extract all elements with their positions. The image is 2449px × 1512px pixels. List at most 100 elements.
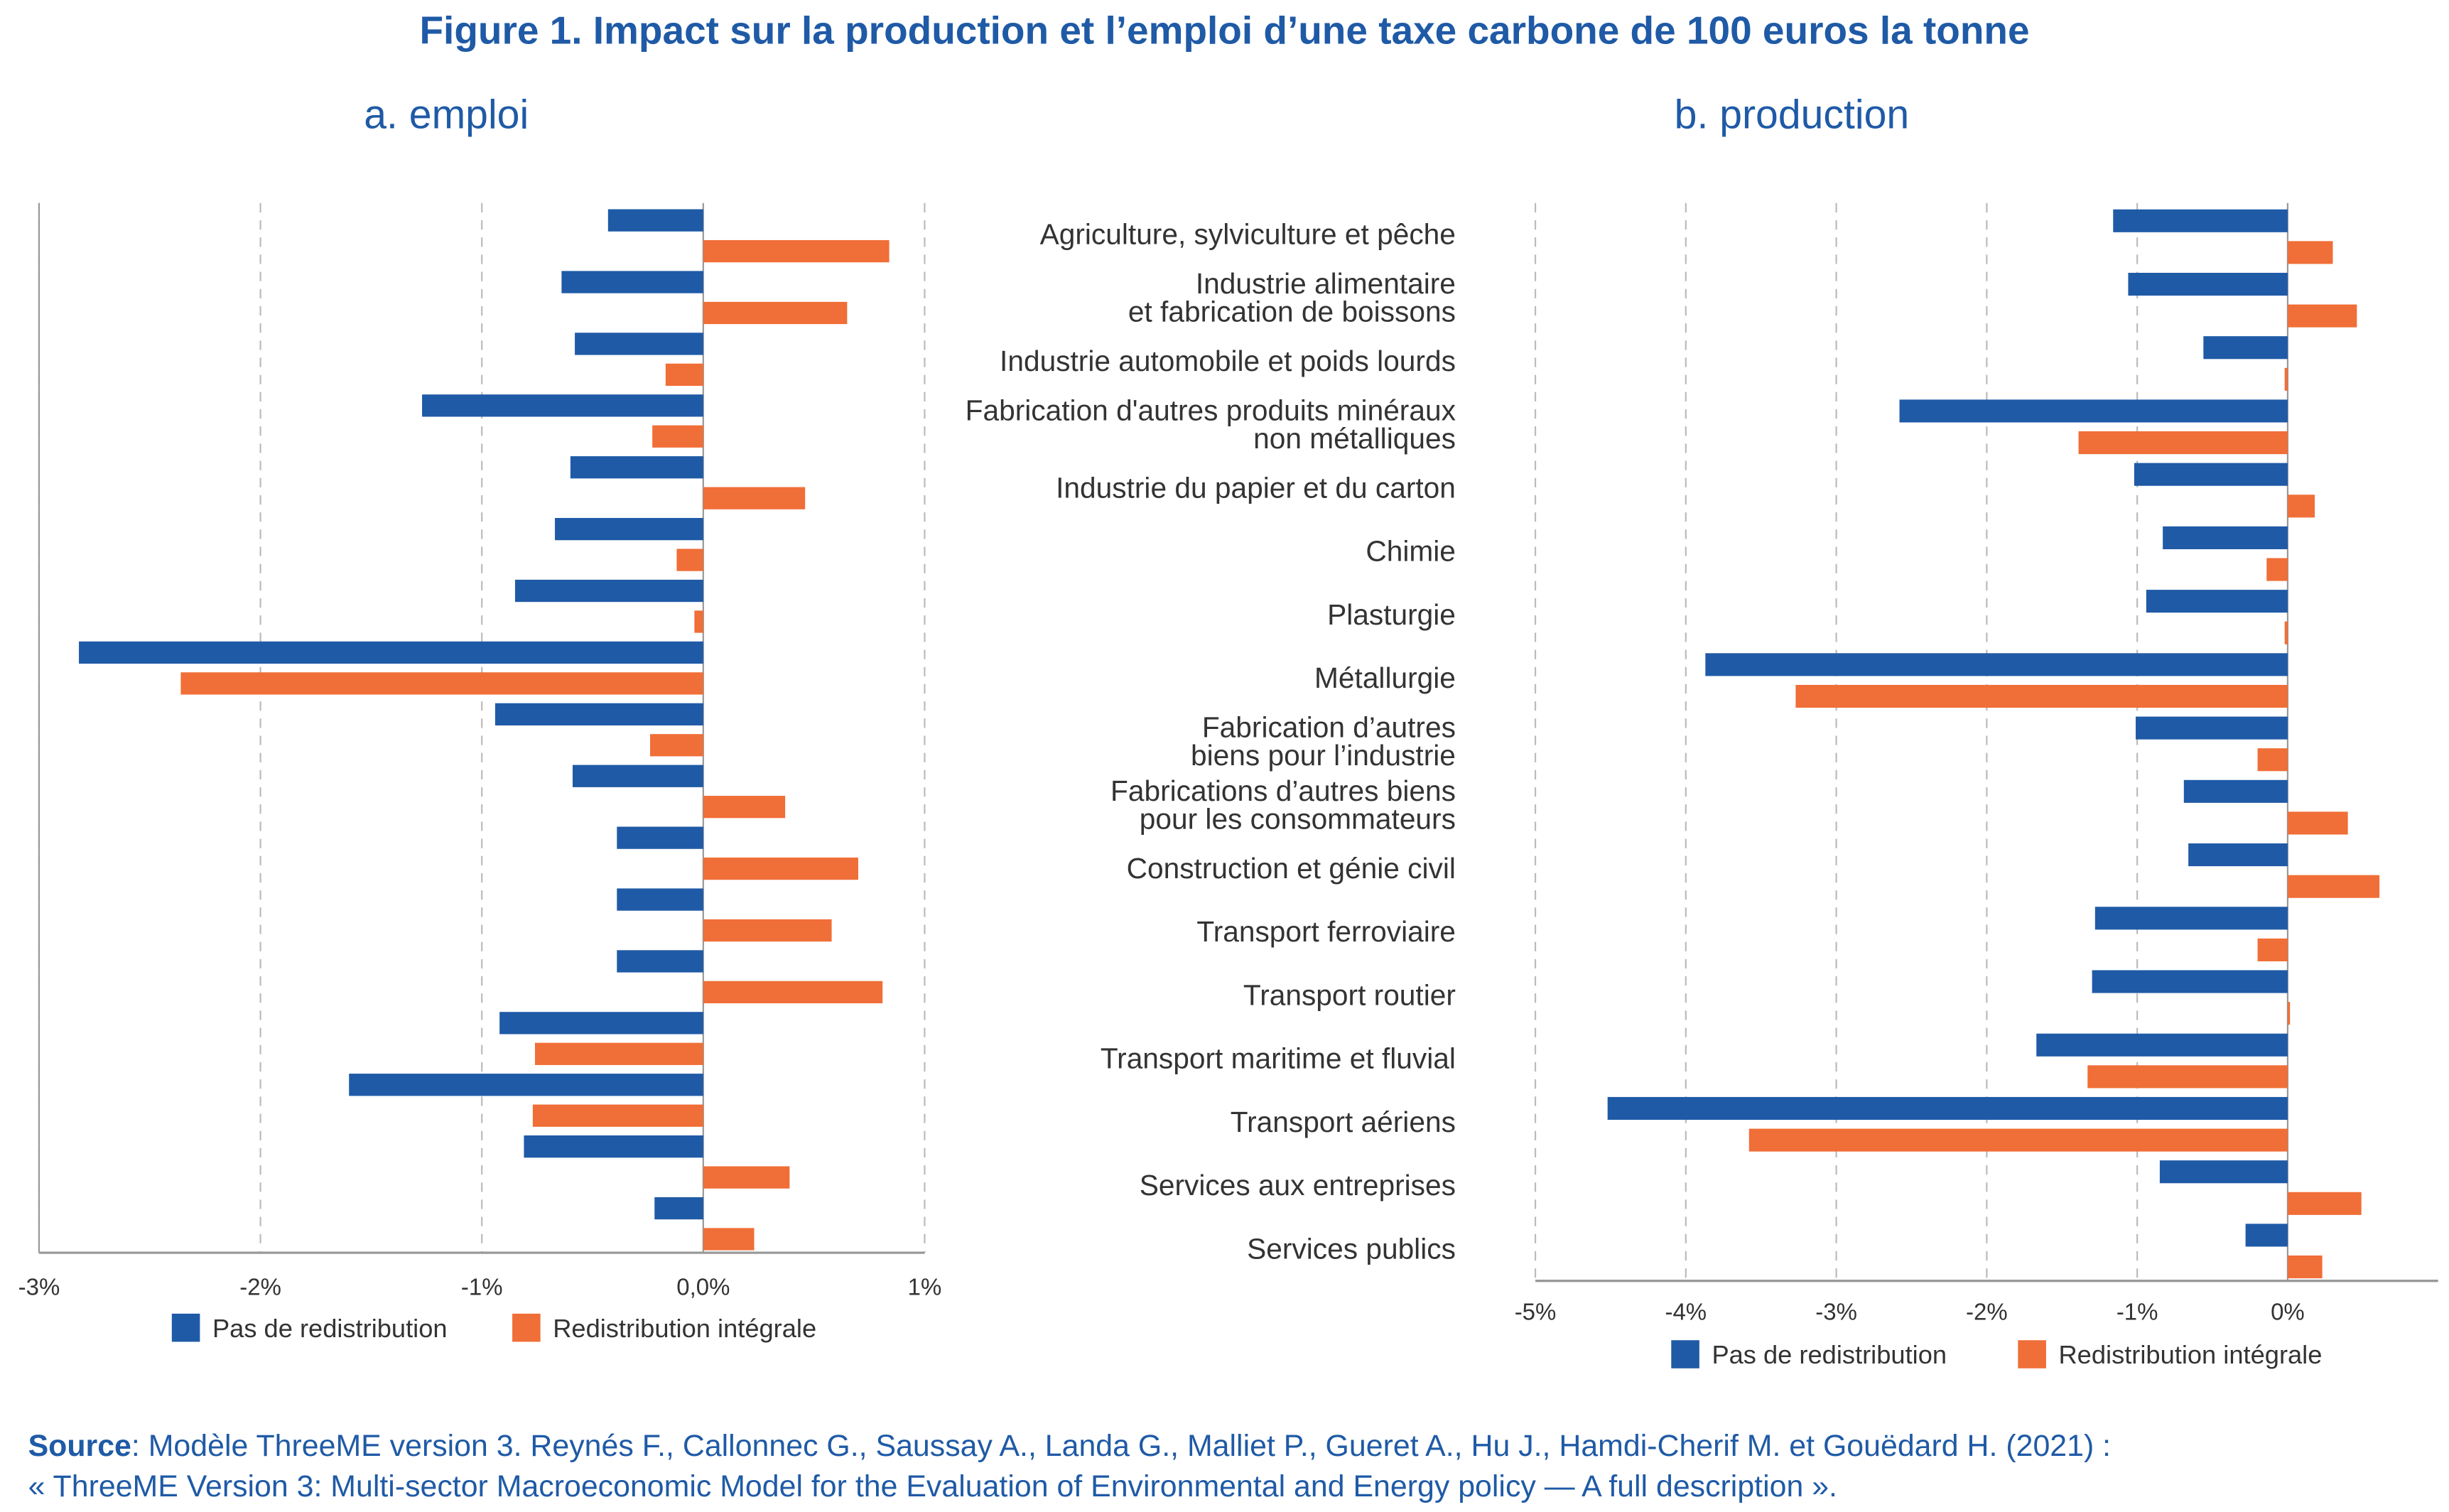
emploi-subtitle: a. emploi [364,90,529,138]
production-bar-redistribution [2287,1192,2362,1215]
emploi-legend-swatch [512,1313,541,1342]
emploi-bar-redistribution [676,549,703,571]
production-bar-redistribution [2287,1255,2323,1279]
production-bar-pas-redistribution [2188,843,2288,867]
emploi-bar-pas-redistribution [561,271,703,293]
emploi-bar-pas-redistribution [570,456,703,479]
emploi-bar-redistribution [703,487,806,509]
emploi-bar-redistribution [703,981,883,1004]
emploi-bar-redistribution [703,1166,790,1189]
production-bar-pas-redistribution [2036,1033,2288,1057]
production-bar-pas-redistribution [2183,779,2288,803]
production-tick-label: -5% [1515,1299,1557,1325]
production-bar-pas-redistribution [2094,907,2288,930]
production-bar-pas-redistribution [2163,526,2288,549]
production-bar-pas-redistribution [1607,1096,2288,1120]
emploi-tick-label: 1% [908,1273,942,1300]
emploi-bar-pas-redistribution [617,888,703,911]
emploi-bar-pas-redistribution [514,579,703,603]
production-legend-swatch [2018,1340,2046,1368]
emploi-tick-label: -1% [461,1273,503,1300]
emploi-legend-swatch [171,1313,200,1342]
production-bar-pas-redistribution [2113,209,2288,232]
category-label: Industrie automobile et poids lourds [1000,345,1456,377]
production-bar-redistribution [2257,748,2288,772]
emploi-legend-label: Redistribution intégrale [553,1314,816,1343]
production-bar-redistribution [2266,558,2288,581]
category-label: Métallurgie [1314,662,1456,694]
production-bar-pas-redistribution [1899,399,2288,423]
production-bar-pas-redistribution [2136,716,2288,740]
emploi-bar-redistribution [703,239,890,263]
emploi-bar-pas-redistribution [572,765,703,787]
category-label: Agriculture, sylviculture et pêche [1040,218,1456,251]
production-bar-redistribution [2287,875,2380,898]
emploi-bar-pas-redistribution [524,1135,703,1158]
emploi-bar-redistribution [703,301,848,325]
emploi-bar-pas-redistribution [607,209,703,232]
source-label: Source [28,1429,131,1464]
production-legend-label: Pas de redistribution [1712,1340,1947,1369]
emploi-bar-pas-redistribution [617,950,703,973]
category-label: Transport aériens [1231,1106,1456,1138]
category-label: Transport ferroviaire [1196,915,1456,948]
emploi-tick-label: -2% [239,1273,281,1300]
emploi-legend-label: Pas de redistribution [212,1314,448,1343]
production-bar-pas-redistribution [2092,970,2288,993]
source-note: Source: Modèle ThreeME version 3. Reynés… [28,1426,2111,1507]
production-bar-redistribution [1748,1128,2288,1152]
figure-title: Figure 1. Impact sur la production et l’… [419,9,2030,53]
production-bar-redistribution [2287,1002,2291,1025]
category-label: Fabrication d’autres biens pour l’industr… [1191,711,1456,772]
emploi-bar-redistribution [665,363,703,387]
category-label: Fabrications d’autres biens pour les cons… [1110,774,1456,836]
emploi-bar-redistribution [532,1104,703,1127]
production-bar-pas-redistribution [2128,272,2288,296]
production-bar-redistribution [2087,1065,2288,1089]
emploi-bar-pas-redistribution [575,333,703,355]
production-bar-pas-redistribution [2146,590,2288,613]
source-line-2: « ThreeME Version 3: Multi-sector Macroe… [28,1469,1837,1505]
production-bar-redistribution [2287,811,2348,835]
emploi-tick-label: 0,0% [676,1273,730,1300]
emploi-tick-label: -3% [18,1273,60,1300]
production-bar-pas-redistribution [1705,653,2288,676]
emploi-bar-pas-redistribution [654,1197,703,1220]
emploi-bar-redistribution [703,857,858,880]
production-bar-redistribution [2257,938,2288,961]
emploi-bar-redistribution [703,1228,755,1251]
production-bar-pas-redistribution [2203,336,2288,360]
emploi-bar-pas-redistribution [555,517,703,541]
emploi-bar-redistribution [703,919,832,942]
production-bar-redistribution [2287,495,2315,518]
production-tick-label: -2% [1966,1299,2008,1325]
category-label: Fabrication d'autres produits minéraux no… [966,394,1456,455]
production-bar-pas-redistribution [2159,1160,2288,1184]
production-bar-redistribution [2284,367,2288,391]
emploi-bar-redistribution [694,610,703,633]
production-bar-redistribution [1795,684,2288,708]
category-label: Plasturgie [1327,598,1456,631]
production-subtitle: b. production [1674,90,1910,138]
production-bar-pas-redistribution [2245,1224,2288,1247]
category-label: Industrie alimentaire et fabrication de b… [1128,267,1456,328]
production-bar-pas-redistribution [2134,463,2288,486]
category-label: Transport maritime et fluvial [1101,1042,1456,1075]
emploi-bar-redistribution [534,1042,703,1065]
production-bar-redistribution [2287,304,2357,328]
production-legend-swatch [1671,1340,1699,1368]
emploi-bar-pas-redistribution [494,703,703,725]
category-label: Construction et génie civil [1127,852,1456,885]
category-label: Services aux entreprises [1140,1169,1456,1202]
production-legend-label: Redistribution intégrale [2058,1340,2322,1369]
production-bar-redistribution [2284,621,2288,644]
emploi-bar-pas-redistribution [79,641,703,664]
category-label: Transport routier [1243,978,1456,1011]
production-tick-label: -3% [1815,1299,1857,1325]
category-label: Industrie du papier et du carton [1056,472,1456,504]
emploi-bar-redistribution [652,425,703,448]
production-bar-redistribution [2287,241,2333,264]
emploi-bar-pas-redistribution [422,394,703,417]
